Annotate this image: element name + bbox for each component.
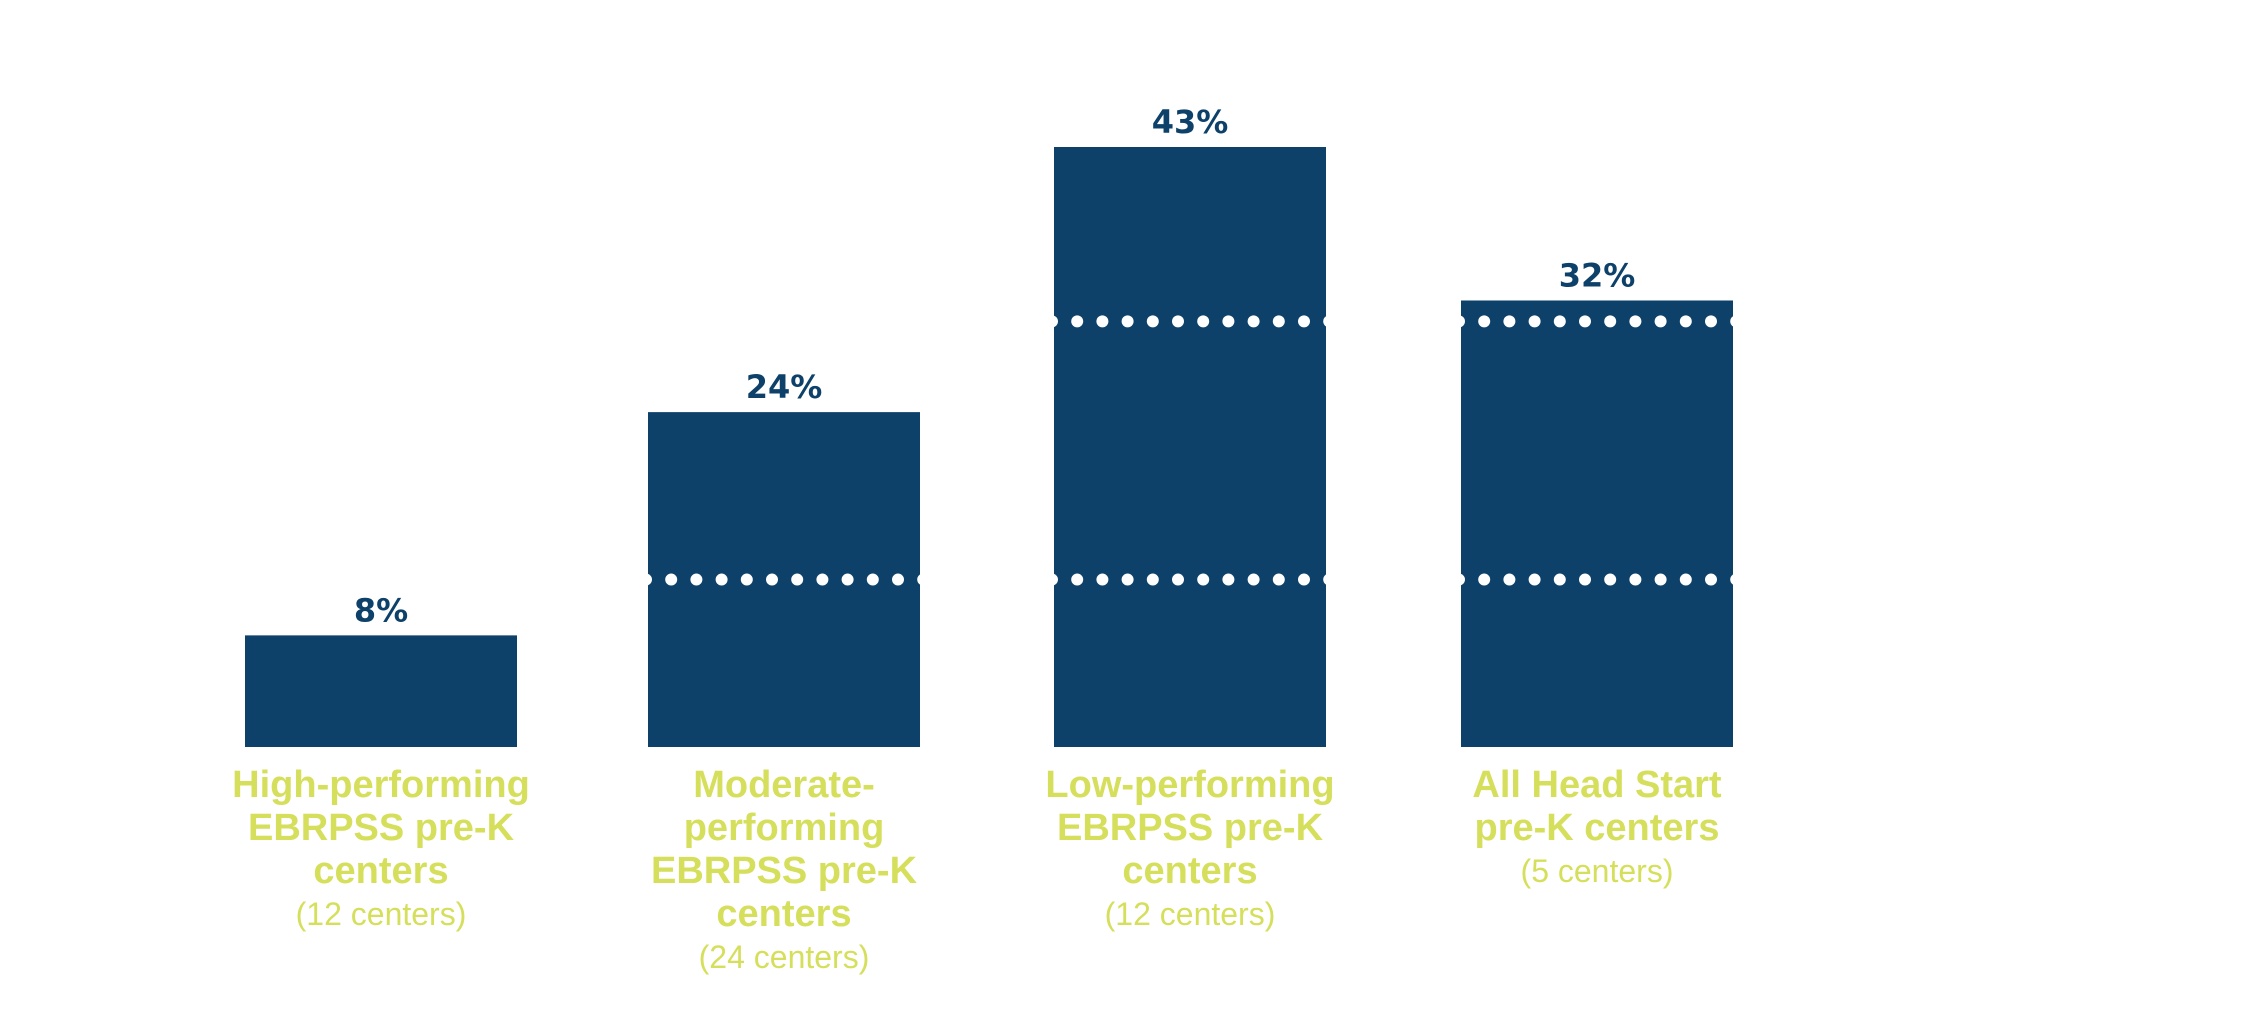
reference-dot bbox=[640, 573, 652, 586]
reference-dot bbox=[1528, 573, 1541, 586]
reference-dot bbox=[1071, 315, 1084, 328]
reference-dot bbox=[1579, 573, 1591, 586]
reference-dots-layer bbox=[640, 315, 1743, 586]
reference-dot bbox=[1679, 573, 1692, 586]
reference-dot bbox=[917, 573, 930, 586]
category-note-2: (24 centers) bbox=[699, 939, 870, 975]
reference-dot bbox=[1323, 573, 1336, 586]
reference-dot bbox=[740, 573, 753, 586]
value-label-3: 43% bbox=[1152, 103, 1229, 141]
reference-dot bbox=[1298, 315, 1310, 328]
value-label-1: 8% bbox=[354, 591, 408, 629]
reference-dot bbox=[1654, 315, 1667, 328]
category-label-4-line-1: All Head Start bbox=[1472, 764, 1722, 806]
reference-dot bbox=[1679, 315, 1692, 328]
reference-dot bbox=[1453, 315, 1465, 328]
category-label-3-line-2: EBRPSS pre-K bbox=[1057, 807, 1324, 849]
category-label-2-line-2: performing bbox=[684, 807, 885, 849]
reference-dot bbox=[816, 573, 829, 586]
category-label-4-line-2: pre-K centers bbox=[1475, 807, 1720, 849]
reference-dot bbox=[1478, 573, 1491, 586]
reference-dots-bar-4-line-2 bbox=[1453, 315, 1743, 328]
bar-2 bbox=[648, 412, 920, 747]
category-label-3-line-3: centers bbox=[1122, 850, 1257, 892]
reference-dot bbox=[1298, 573, 1310, 586]
category-label-1-line-3: centers bbox=[313, 850, 448, 892]
reference-dot bbox=[1553, 315, 1566, 328]
reference-dot bbox=[791, 573, 804, 586]
reference-dots-bar-3-line-1 bbox=[1046, 573, 1336, 586]
reference-dot bbox=[1222, 573, 1235, 586]
category-label-1-line-2: EBRPSS pre-K bbox=[248, 807, 515, 849]
reference-dot bbox=[866, 573, 879, 586]
reference-dots-bar-2-line-1 bbox=[640, 573, 930, 586]
reference-dot bbox=[1503, 573, 1516, 586]
value-label-4: 32% bbox=[1559, 256, 1636, 294]
reference-dot bbox=[1247, 315, 1260, 328]
reference-dot bbox=[1604, 573, 1617, 586]
reference-dot bbox=[1272, 315, 1285, 328]
reference-dot bbox=[1046, 573, 1058, 586]
reference-dot bbox=[766, 573, 778, 586]
bar-1 bbox=[245, 635, 517, 747]
reference-dots-bar-4-line-1 bbox=[1453, 573, 1743, 586]
reference-dot bbox=[1323, 315, 1336, 328]
reference-dot bbox=[892, 573, 904, 586]
reference-dot bbox=[1247, 573, 1260, 586]
reference-dot bbox=[1629, 573, 1642, 586]
reference-dot bbox=[841, 573, 854, 586]
category-label-3-line-1: Low-performing bbox=[1045, 764, 1334, 806]
reference-dot bbox=[1453, 573, 1465, 586]
category-note-4: (5 centers) bbox=[1521, 853, 1674, 889]
value-labels-layer: 8% 24% 43% 32% bbox=[354, 103, 1635, 629]
reference-dot bbox=[1197, 573, 1210, 586]
category-note-1: (12 centers) bbox=[296, 896, 467, 932]
category-note-3: (12 centers) bbox=[1105, 896, 1276, 932]
reference-dot bbox=[1272, 573, 1285, 586]
reference-dot bbox=[1629, 315, 1642, 328]
reference-dot bbox=[690, 573, 703, 586]
value-label-2: 24% bbox=[746, 368, 823, 406]
bar-4 bbox=[1461, 300, 1733, 747]
reference-dot bbox=[1503, 315, 1516, 328]
reference-dot bbox=[1528, 315, 1541, 328]
reference-dot bbox=[665, 573, 678, 586]
category-label-2-line-3: EBRPSS pre-K bbox=[651, 850, 918, 892]
reference-dot bbox=[1705, 573, 1717, 586]
reference-dot bbox=[1604, 315, 1617, 328]
reference-dots-bar-3-line-2 bbox=[1046, 315, 1336, 328]
reference-dot bbox=[715, 573, 728, 586]
reference-dot bbox=[1046, 315, 1058, 328]
reference-dot bbox=[1197, 315, 1210, 328]
reference-dot bbox=[1553, 573, 1566, 586]
reference-dot bbox=[1096, 315, 1109, 328]
reference-dot bbox=[1222, 315, 1235, 328]
reference-dot bbox=[1172, 573, 1184, 586]
bar-3 bbox=[1054, 147, 1326, 747]
reference-dot bbox=[1146, 573, 1159, 586]
category-label-2-line-4: centers bbox=[716, 893, 851, 935]
reference-dot bbox=[1478, 315, 1491, 328]
reference-dot bbox=[1071, 573, 1084, 586]
reference-dot bbox=[1172, 315, 1184, 328]
category-label-1-line-1: High-performing bbox=[232, 764, 530, 806]
reference-dot bbox=[1121, 315, 1134, 328]
reference-dot bbox=[1146, 315, 1159, 328]
reference-dot bbox=[1096, 573, 1109, 586]
reference-dot bbox=[1121, 573, 1134, 586]
reference-dot bbox=[1705, 315, 1717, 328]
reference-dot bbox=[1579, 315, 1591, 328]
reference-dot bbox=[1730, 573, 1743, 586]
bars-layer bbox=[245, 147, 1733, 747]
reference-dot bbox=[1730, 315, 1743, 328]
reference-dot bbox=[1654, 573, 1667, 586]
category-label-2-line-1: Moderate- bbox=[693, 764, 875, 806]
